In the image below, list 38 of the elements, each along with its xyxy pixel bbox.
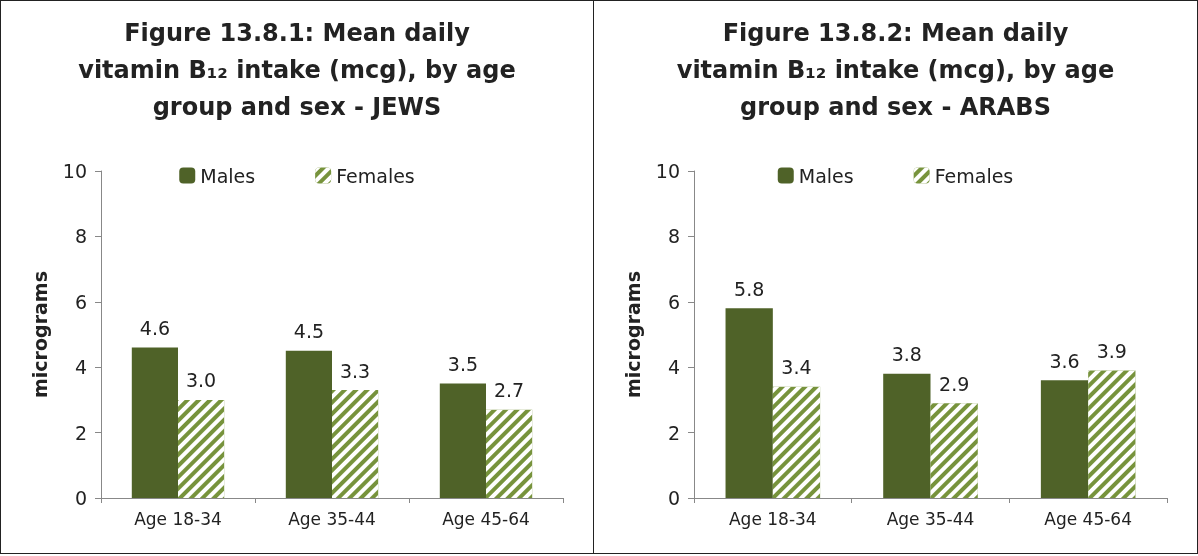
data-label: 4.6 <box>139 317 171 340</box>
chart-title: Figure 13.8.1: Mean daily vitamin B₁₂ intake (mcg), by age group and sex - JEWS <box>77 18 517 123</box>
y-tick-label: 10 <box>655 160 680 182</box>
data-label: 3.4 <box>781 356 812 379</box>
y-tick-label: 10 <box>62 160 87 182</box>
y-tick-label: 4 <box>74 356 87 379</box>
y-tick-label: 6 <box>74 290 87 313</box>
x-tick-label: Age 18-34 <box>134 508 222 529</box>
y-tick-label: 2 <box>667 421 680 444</box>
data-label: 3.6 <box>1049 349 1080 372</box>
data-label: 4.5 <box>293 320 325 343</box>
data-label: 3.3 <box>339 359 371 382</box>
y-axis-title: micrograms <box>621 271 644 398</box>
x-tick-label: Age 18-34 <box>728 508 817 529</box>
y-tick-label: 0 <box>667 487 680 509</box>
y-tick-label: 0 <box>74 487 87 509</box>
y-tick-label: 6 <box>667 290 680 313</box>
y-tick-label: 2 <box>74 421 87 444</box>
data-label: 3.5 <box>447 353 479 376</box>
data-label: 3.0 <box>185 369 217 392</box>
legend-label: Females <box>336 164 415 187</box>
data-label: 2.9 <box>939 372 970 395</box>
data-label: 3.9 <box>1096 339 1127 362</box>
legend-label: Males <box>798 164 854 187</box>
data-label: 3.8 <box>891 343 922 366</box>
data-label: 5.8 <box>734 277 765 300</box>
legend-label: Males <box>200 164 256 187</box>
chart-title: Figure 13.8.2: Mean daily vitamin B₁₂ intake (mcg), by age group and sex - ARABS <box>675 18 1116 123</box>
y-tick-label: 8 <box>667 225 680 248</box>
y-tick-label: 8 <box>74 225 87 248</box>
data-label: 2.7 <box>493 379 525 402</box>
x-tick-label: Age 45-64 <box>1044 508 1133 529</box>
x-tick-label: Age 35-44 <box>288 508 376 529</box>
y-tick-label: 4 <box>667 356 680 379</box>
x-tick-label: Age 45-64 <box>442 508 530 529</box>
y-axis-title: micrograms <box>28 271 51 398</box>
legend-label: Females <box>934 164 1014 187</box>
x-tick-label: Age 35-44 <box>886 508 975 529</box>
